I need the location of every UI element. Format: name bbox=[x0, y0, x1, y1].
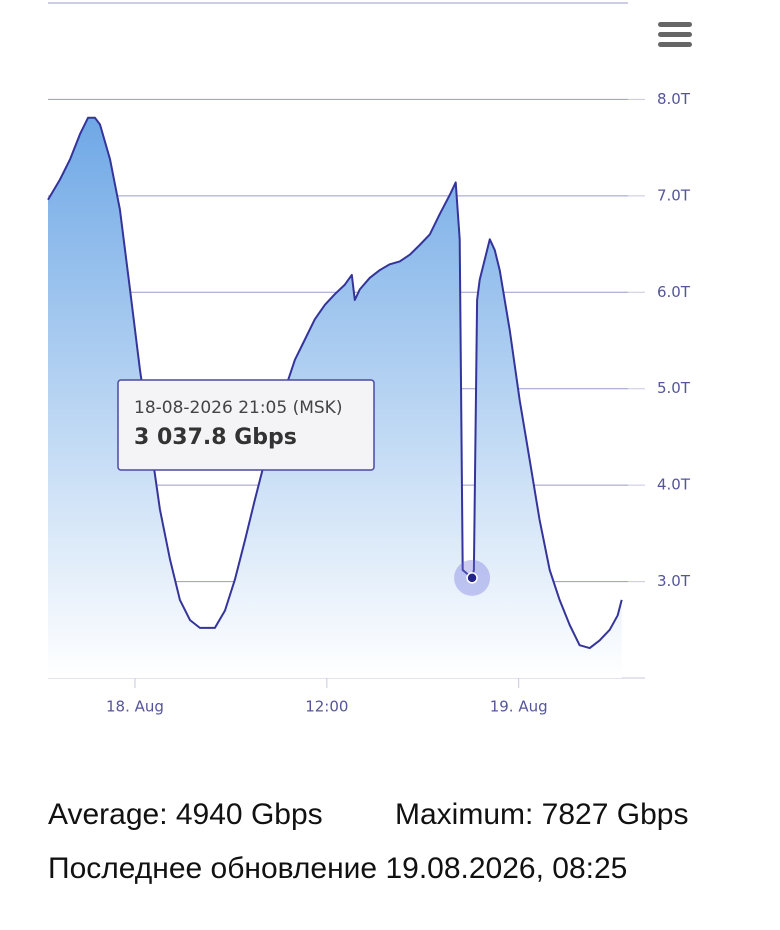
menu-bar bbox=[658, 42, 692, 47]
menu-bar bbox=[658, 32, 692, 37]
average: Average: 4940 Gbps bbox=[48, 798, 323, 831]
y-tick-label: 3.0T bbox=[657, 572, 691, 590]
x-tick-label: 12:00 bbox=[305, 698, 348, 716]
y-tick-label: 7.0T bbox=[657, 186, 691, 204]
maximum: Maximum: 7827 Gbps bbox=[395, 798, 688, 831]
y-tick-label: 8.0T bbox=[657, 90, 691, 108]
highlight-point bbox=[466, 572, 478, 584]
y-tick-label: 5.0T bbox=[657, 379, 691, 397]
menu-bar bbox=[658, 22, 692, 27]
last-update: Последнее обновление 19.08.2026, 08:25 bbox=[48, 852, 627, 885]
y-tick-label: 6.0T bbox=[657, 283, 691, 301]
x-tick-label: 18. Aug bbox=[106, 698, 164, 716]
tooltip-value: 3 037.8 Gbps bbox=[134, 425, 297, 450]
y-tick-label: 4.0T bbox=[657, 476, 691, 494]
tooltip-title: 18-08-2026 21:05 (MSK) bbox=[134, 398, 342, 418]
tooltip-box bbox=[117, 379, 375, 471]
menu-icon[interactable] bbox=[658, 22, 692, 47]
x-tick-label: 19. Aug bbox=[490, 698, 548, 716]
